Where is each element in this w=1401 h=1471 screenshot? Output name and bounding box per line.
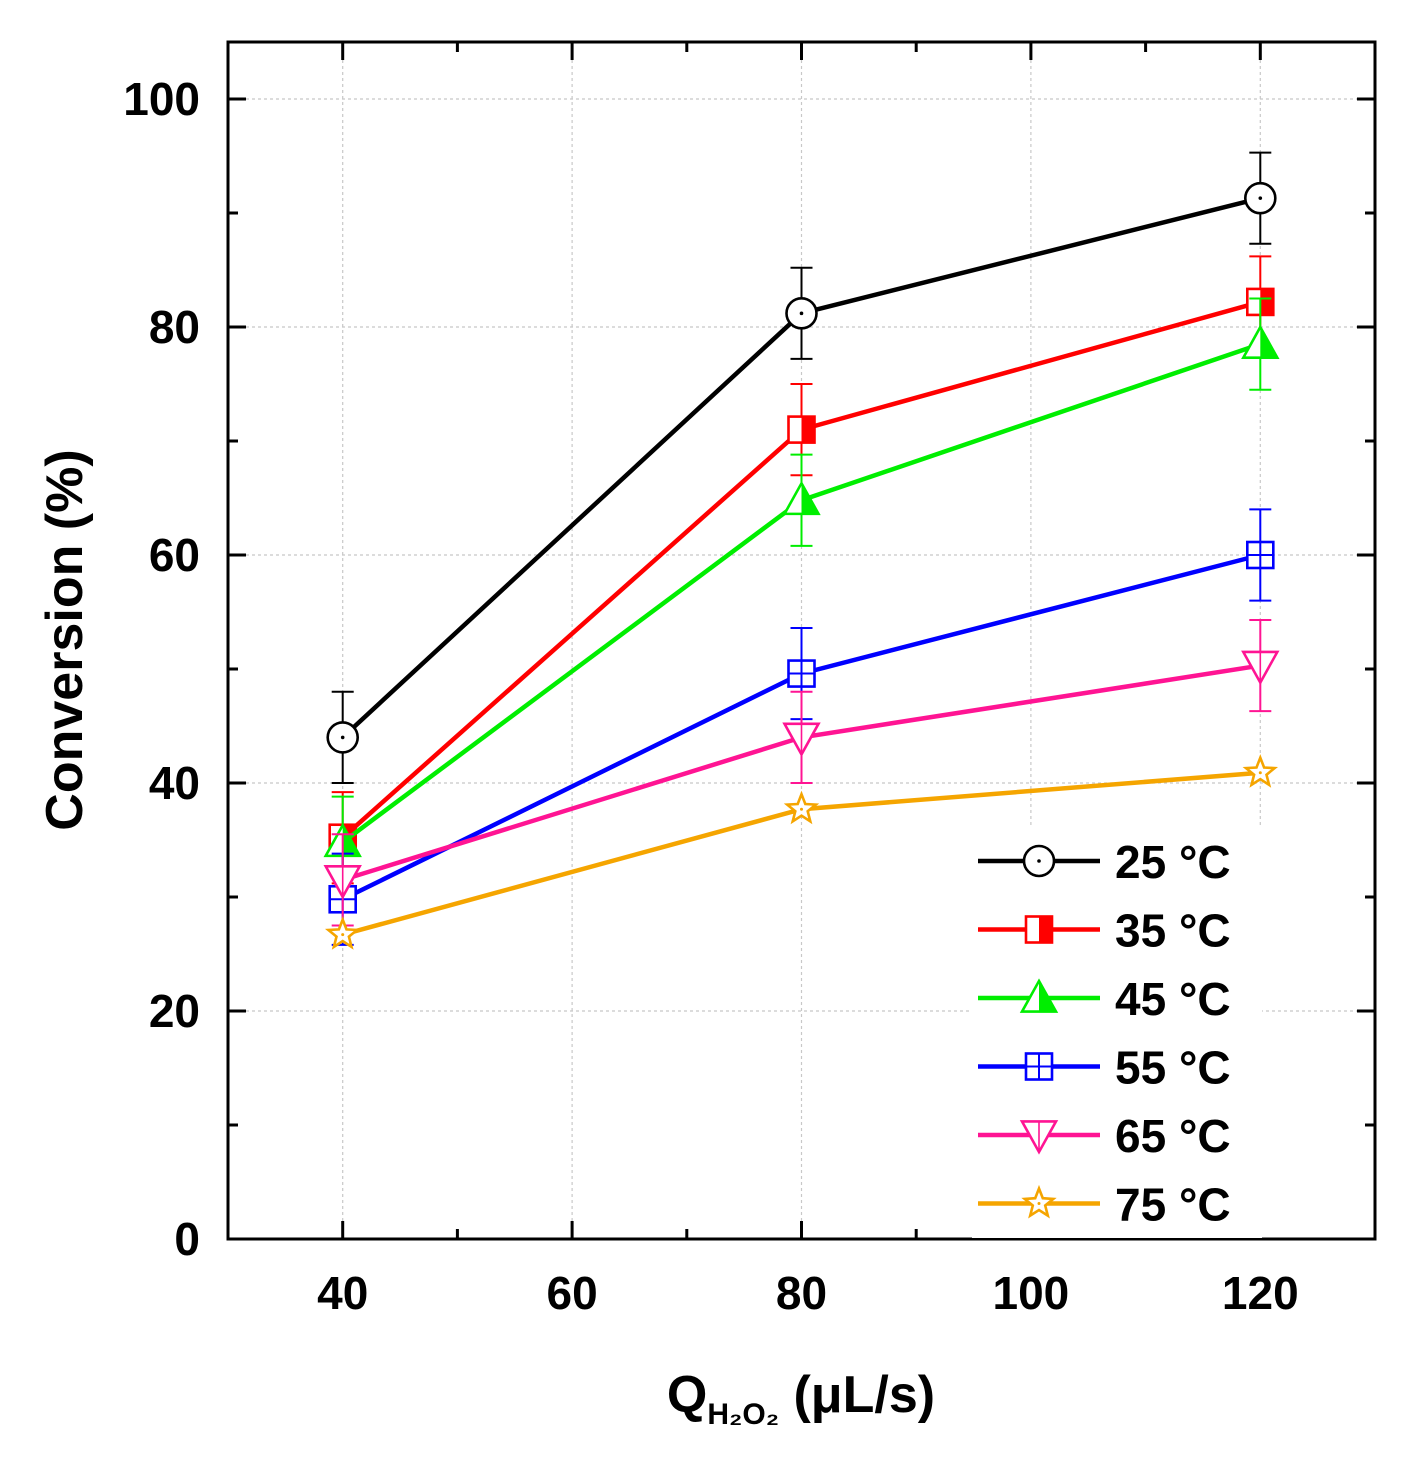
data-point-marker-dot xyxy=(1037,1202,1041,1205)
series-65c xyxy=(323,618,1280,927)
x-tick-label: 60 xyxy=(547,1267,598,1319)
legend-label: 45 °C xyxy=(1115,973,1231,1025)
x-tick-label: 120 xyxy=(1222,1267,1299,1319)
series-45c xyxy=(323,297,1280,889)
x-axis-label-subscript: H₂O₂ xyxy=(707,1398,779,1431)
y-tick-label: 80 xyxy=(149,301,200,353)
series-25c xyxy=(326,151,1277,784)
x-tick-label: 100 xyxy=(993,1267,1070,1319)
legend-label: 55 °C xyxy=(1115,1042,1231,1094)
x-axis-label: QH₂O₂ (μL/s) xyxy=(667,1366,935,1431)
data-point-marker-fill xyxy=(801,416,815,443)
legend-label: 35 °C xyxy=(1115,905,1231,957)
axis-ticks: 40 60 80 100 120 0 20 40 60 80 100 xyxy=(123,42,1375,1319)
y-tick-label: 60 xyxy=(149,529,200,581)
y-axis-label: Conversion (%) xyxy=(36,449,94,830)
data-point-marker-dot xyxy=(1037,859,1041,863)
y-tick-label: 100 xyxy=(123,73,200,125)
data-point-marker-fill xyxy=(1260,288,1274,315)
data-point-marker-fill xyxy=(1260,327,1278,358)
data-point-marker-fill xyxy=(342,825,360,856)
data-point-marker-dot xyxy=(1258,771,1262,775)
legend-background xyxy=(972,828,1262,1238)
data-point-marker-dot xyxy=(1258,196,1263,200)
x-tick-label: 40 xyxy=(317,1267,368,1319)
series-75c xyxy=(324,754,1279,950)
legend-item: 55 °C xyxy=(978,1042,1231,1094)
data-point-marker-dot xyxy=(799,311,804,316)
legend-label: 65 °C xyxy=(1115,1110,1231,1162)
x-axis-label-unit: (μL/s) xyxy=(779,1366,935,1424)
data-point-marker-dot xyxy=(341,933,345,937)
legend-item: 65 °C xyxy=(978,1110,1231,1162)
legend-label: 25 °C xyxy=(1115,836,1231,888)
legend-item: 25 °C xyxy=(978,836,1231,888)
x-tick-label: 80 xyxy=(776,1267,827,1319)
data-point-marker-dot xyxy=(800,807,803,811)
y-tick-label: 40 xyxy=(149,757,200,809)
data-point-marker-dot xyxy=(340,735,345,740)
data-point-marker-fill xyxy=(801,483,819,514)
x-axis-label-main: Q xyxy=(667,1366,707,1424)
legend: 25 °C 35 °C 45 °C 55 °C 65 °C 75 °C xyxy=(972,828,1262,1238)
legend-item: 75 °C xyxy=(978,1179,1231,1231)
legend-label: 75 °C xyxy=(1115,1179,1231,1231)
legend-item: 35 °C xyxy=(978,905,1231,957)
y-tick-label: 0 xyxy=(174,1213,200,1265)
series-layer xyxy=(323,151,1280,950)
data-point-marker-fill xyxy=(1039,981,1056,1012)
y-tick-label: 20 xyxy=(149,985,200,1037)
legend-item: 45 °C xyxy=(978,973,1231,1025)
data-point-marker-fill xyxy=(1039,916,1052,943)
